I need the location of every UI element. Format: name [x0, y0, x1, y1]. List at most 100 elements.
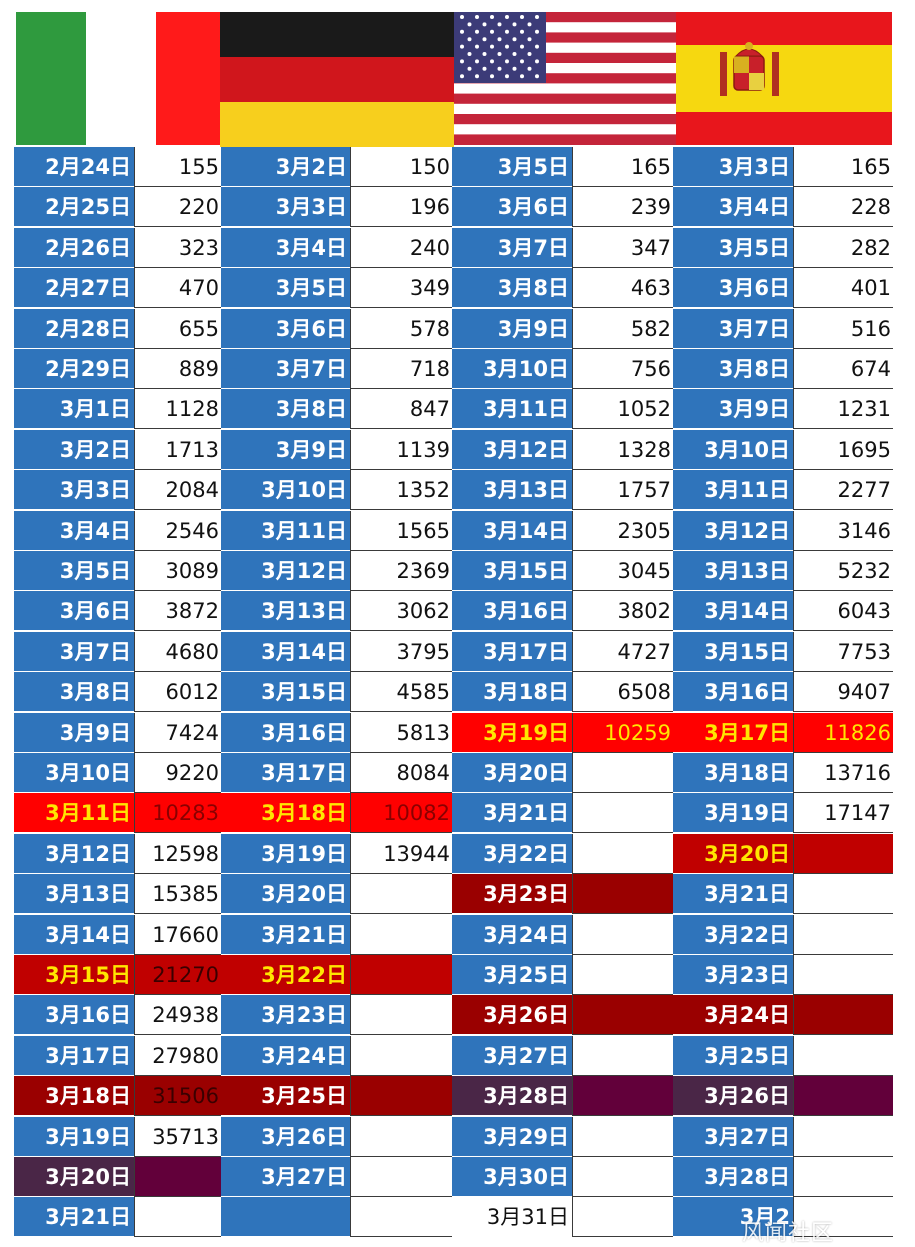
- germany-row: 3月26日: [221, 1116, 452, 1157]
- value-cell: 889: [134, 349, 221, 389]
- value-cell: [572, 955, 673, 995]
- usa-row: 3月10日 756: [452, 349, 673, 389]
- value-cell: 220: [134, 187, 221, 228]
- date-cell: 2月26日: [14, 227, 134, 268]
- date-cell: 3月23日: [673, 955, 793, 995]
- value-cell: 1052: [572, 389, 673, 430]
- value-cell: 582: [572, 308, 673, 349]
- date-cell: 3月27日: [673, 1116, 793, 1157]
- germany-row: 3月27日: [221, 1157, 452, 1197]
- spain-row: 3月4日 228: [673, 187, 893, 228]
- usa-row: 3月21日: [452, 793, 673, 834]
- date-cell: 3月11日: [14, 793, 134, 834]
- date-cell: 3月2日: [221, 147, 350, 187]
- value-cell: 323: [134, 227, 221, 268]
- germany-row: 3月23日: [221, 995, 452, 1036]
- date-cell: 3月11日: [452, 389, 572, 430]
- usa-row: 3月18日 6508: [452, 672, 673, 713]
- date-cell: 2月29日: [14, 349, 134, 389]
- value-cell: [350, 914, 452, 955]
- germany-row: 3月9日 1139: [221, 429, 452, 470]
- value-cell: 196: [350, 187, 452, 228]
- spain-row: 3月17日 11826: [673, 712, 893, 753]
- usa-row: 3月13日 1757: [452, 470, 673, 511]
- value-cell: 655: [134, 308, 221, 349]
- value-cell: 1231: [793, 389, 893, 430]
- value-cell: [572, 1035, 673, 1076]
- spain-row: 3月27日: [673, 1116, 893, 1157]
- value-cell: 10259: [572, 712, 673, 753]
- date-cell: 3月19日: [452, 712, 572, 753]
- value-cell: [793, 1157, 893, 1197]
- spain-row: 3月19日 17147: [673, 793, 893, 834]
- italy-flag: [16, 12, 220, 145]
- italy-row: 3月6日 3872: [14, 591, 221, 632]
- usa-flag: [454, 12, 676, 145]
- date-cell: 2月28日: [14, 308, 134, 349]
- value-cell: 17147: [793, 793, 893, 834]
- spain-row: 3月16日 9407: [673, 672, 893, 713]
- date-cell: 3月7日: [452, 227, 572, 268]
- value-cell: [572, 1076, 673, 1117]
- date-cell: 3月15日: [14, 955, 134, 995]
- date-cell: 3月24日: [452, 914, 572, 955]
- usa-row: 3月5日 165: [452, 147, 673, 187]
- date-cell: 3月11日: [673, 470, 793, 511]
- germany-flag: [220, 12, 454, 147]
- value-cell: 6508: [572, 672, 673, 713]
- spain-row: 3月23日: [673, 955, 893, 995]
- italy-row: 3月20日: [14, 1157, 221, 1197]
- value-cell: [572, 1157, 673, 1197]
- usa-row: 3月26日: [452, 995, 673, 1036]
- value-cell: 5232: [793, 551, 893, 591]
- germany-row: 3月18日 10082: [221, 793, 452, 834]
- value-cell: 4727: [572, 631, 673, 672]
- germany-row: 3月24日: [221, 1035, 452, 1076]
- germany-row: 3月7日 718: [221, 349, 452, 389]
- italy-row: 3月11日 10283: [14, 793, 221, 834]
- usa-row: 3月25日: [452, 955, 673, 995]
- value-cell: 9220: [134, 753, 221, 793]
- value-cell: 13944: [350, 833, 452, 874]
- value-cell: [572, 1197, 673, 1238]
- date-cell: 3月15日: [673, 631, 793, 672]
- value-cell: 1128: [134, 389, 221, 430]
- usa-row: 3月22日: [452, 833, 673, 874]
- usa-row: 3月30日: [452, 1157, 673, 1197]
- spain-row: 3月9日 1231: [673, 389, 893, 430]
- date-cell: 3月14日: [14, 914, 134, 955]
- italy-row: 3月7日 4680: [14, 631, 221, 672]
- value-cell: 35713: [134, 1116, 221, 1157]
- value-cell: 674: [793, 349, 893, 389]
- value-cell: [350, 955, 452, 995]
- value-cell: 15385: [134, 874, 221, 915]
- value-cell: [572, 1116, 673, 1157]
- value-cell: 401: [793, 268, 893, 309]
- spain-row: 3月11日 2277: [673, 470, 893, 511]
- usa-row: 3月12日 1328: [452, 429, 673, 470]
- value-cell: [793, 914, 893, 955]
- value-cell: 3802: [572, 591, 673, 632]
- usa-row: 3月31日: [452, 1197, 673, 1238]
- date-cell: 3月27日: [452, 1035, 572, 1076]
- date-cell: 3月14日: [673, 591, 793, 632]
- value-cell: 228: [793, 187, 893, 228]
- value-cell: 4585: [350, 672, 452, 713]
- watermark: 风闻社区: [742, 1221, 835, 1246]
- spain-row: 3月26日: [673, 1076, 893, 1117]
- value-cell: 240: [350, 227, 452, 268]
- value-cell: 847: [350, 389, 452, 430]
- value-cell: [793, 1197, 893, 1238]
- value-cell: 463: [572, 268, 673, 309]
- spain-row: 3月21日: [673, 874, 893, 915]
- date-cell: 3月5日: [221, 268, 350, 309]
- value-cell: 1565: [350, 510, 452, 551]
- value-cell: 9407: [793, 672, 893, 713]
- date-cell: 2月27日: [14, 268, 134, 309]
- date-cell: 3月6日: [673, 268, 793, 309]
- value-cell: 13716: [793, 753, 893, 793]
- italy-row: 3月21日: [14, 1197, 221, 1238]
- date-cell: 3月8日: [14, 672, 134, 713]
- date-cell: 3月17日: [221, 753, 350, 793]
- italy-row: 2月24日 155: [14, 147, 221, 187]
